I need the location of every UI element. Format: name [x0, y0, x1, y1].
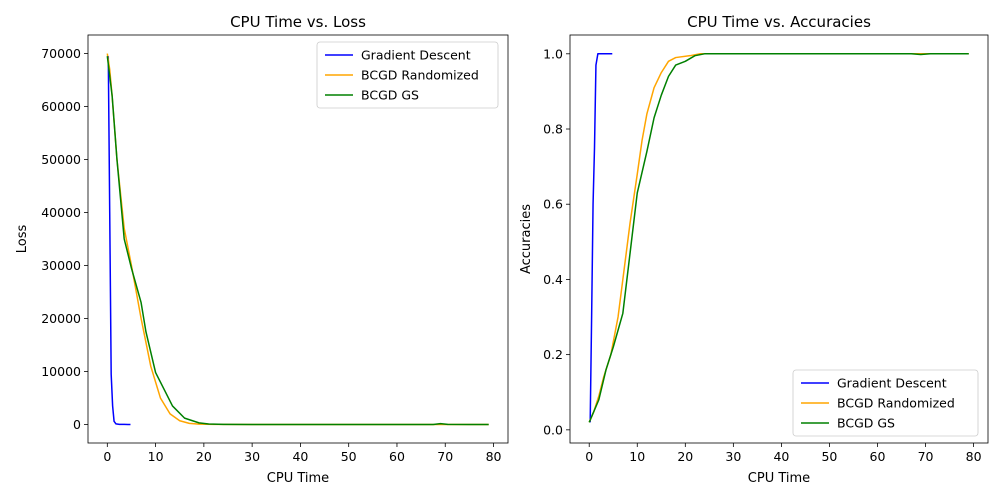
y-tick-label: 40000 [41, 205, 81, 220]
axes-frame [87, 34, 509, 444]
series-line-gradient-descent [107, 56, 131, 426]
axes-frame [569, 34, 989, 444]
x-tick-label: 30 [725, 449, 741, 464]
series-line-bcgd-gs [588, 53, 969, 423]
x-tick-label: 40 [292, 449, 308, 464]
x-tick-label: 50 [341, 449, 357, 464]
x-tick-label: 0 [585, 449, 593, 464]
x-axis-label: CPU Time [748, 471, 810, 486]
y-tick-label: 60000 [41, 99, 81, 114]
legend-label: BCGD GS [837, 416, 895, 431]
y-tick-label: 10000 [41, 364, 81, 379]
series-line-bcgd-randomized [588, 53, 969, 423]
y-tick-label: 0.6 [543, 197, 563, 212]
chart-panel-2: 0 10 20 30 40 50 60 70 80 0.0 0.2 0.4 0.6 0.8 1.0 CPU T… [519, 13, 989, 486]
y-tick-label: 0.0 [543, 422, 563, 437]
legend-box [792, 369, 979, 437]
y-tick-label: 30000 [41, 258, 81, 273]
x-tick-label: 10 [629, 449, 645, 464]
x-tick-label: 60 [389, 449, 405, 464]
y-axis-label: Accuracies [519, 204, 534, 274]
chart-panel-1: 0 10 20 30 40 50 60 70 80 0 10000 20000 30000 40000 50… [15, 13, 509, 486]
y-tick-label: 0.8 [543, 122, 563, 137]
x-tick-label: 70 [918, 449, 934, 464]
legend-label: Gradient Descent [361, 48, 471, 63]
y-tick-label: 1.0 [543, 46, 563, 61]
legend-box [316, 41, 499, 109]
legend-label: Gradient Descent [837, 376, 947, 391]
x-axis-label: CPU Time [267, 471, 329, 486]
x-tick-label: 40 [773, 449, 789, 464]
x-tick-label: 20 [677, 449, 693, 464]
y-tick-label: 50000 [41, 152, 81, 167]
legend-label: BCGD GS [361, 88, 419, 103]
y-tick-label: 0.2 [543, 347, 563, 362]
x-tick-label: 80 [966, 449, 982, 464]
legend: Gradient Descent BCGD Randomized BCGD GS [316, 41, 499, 109]
series-line-bcgd-gs [106, 56, 489, 426]
chart-title: CPU Time vs. Accuracies [687, 13, 871, 31]
y-tick-label: 0 [73, 417, 81, 432]
x-tick-label: 10 [148, 449, 164, 464]
y-tick-label: 70000 [41, 46, 81, 61]
chart-title: CPU Time vs. Loss [230, 13, 366, 31]
y-tick-label: 20000 [41, 311, 81, 326]
y-tick-label: 0.4 [543, 272, 563, 287]
x-tick-label: 70 [437, 449, 453, 464]
legend-label: BCGD Randomized [361, 68, 479, 83]
legend: Gradient Descent BCGD Randomized BCGD GS [792, 369, 979, 437]
x-tick-label: 20 [196, 449, 212, 464]
y-axis-label: Loss [15, 225, 30, 254]
x-tick-label: 0 [103, 449, 111, 464]
x-tick-label: 60 [870, 449, 886, 464]
x-tick-label: 30 [244, 449, 260, 464]
x-tick-label: 80 [486, 449, 502, 464]
legend-label: BCGD Randomized [837, 396, 955, 411]
x-tick-label: 50 [821, 449, 837, 464]
series-line-bcgd-randomized [106, 53, 489, 426]
series-line-gradient-descent [589, 53, 613, 423]
